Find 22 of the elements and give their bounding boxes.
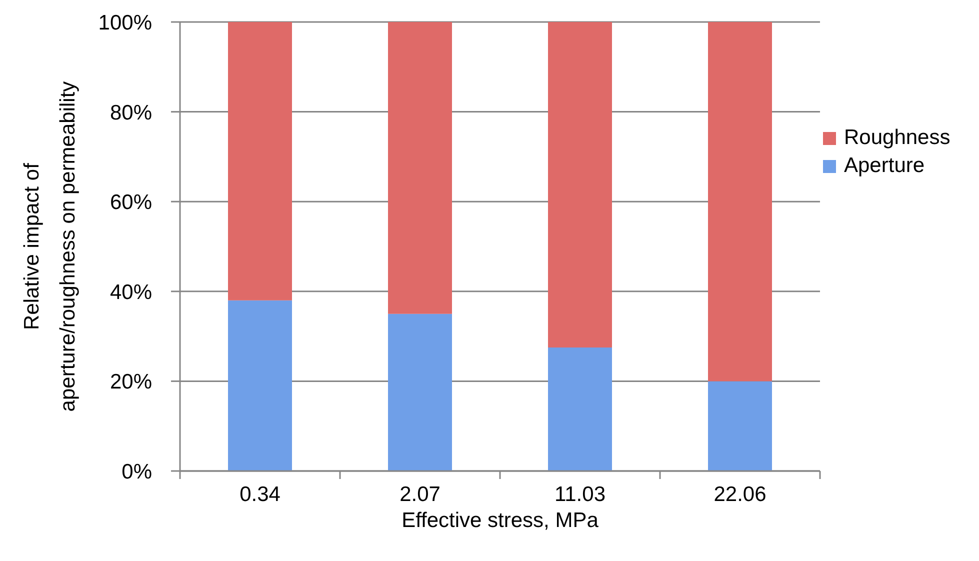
x-tick-label: 11.03 <box>554 483 606 506</box>
y-tick-label: 20% <box>110 370 152 394</box>
legend-label: Roughness <box>844 125 950 151</box>
bar <box>548 22 612 348</box>
bar <box>708 381 772 471</box>
bar <box>228 300 292 471</box>
y-axis-title: Relative impact of aperture/roughness on permeability <box>20 80 80 412</box>
y-tick-label: 60% <box>110 191 152 214</box>
bar <box>708 22 772 382</box>
legend-label: Aperture <box>844 153 925 179</box>
bar <box>388 314 452 471</box>
x-tick-label: 22.06 <box>714 483 766 506</box>
y-tick-label: 100% <box>98 11 152 34</box>
y-tick-label: 0% <box>122 460 152 484</box>
x-axis-title: Effective stress, MPa <box>402 509 599 532</box>
bar <box>228 22 292 300</box>
y-tick-label: 80% <box>110 101 152 124</box>
y-tick-label: 40% <box>110 280 152 304</box>
bar <box>388 22 452 314</box>
x-tick-label: 0.34 <box>240 483 281 506</box>
x-tick-label: 2.07 <box>400 483 440 506</box>
bar <box>548 348 612 471</box>
